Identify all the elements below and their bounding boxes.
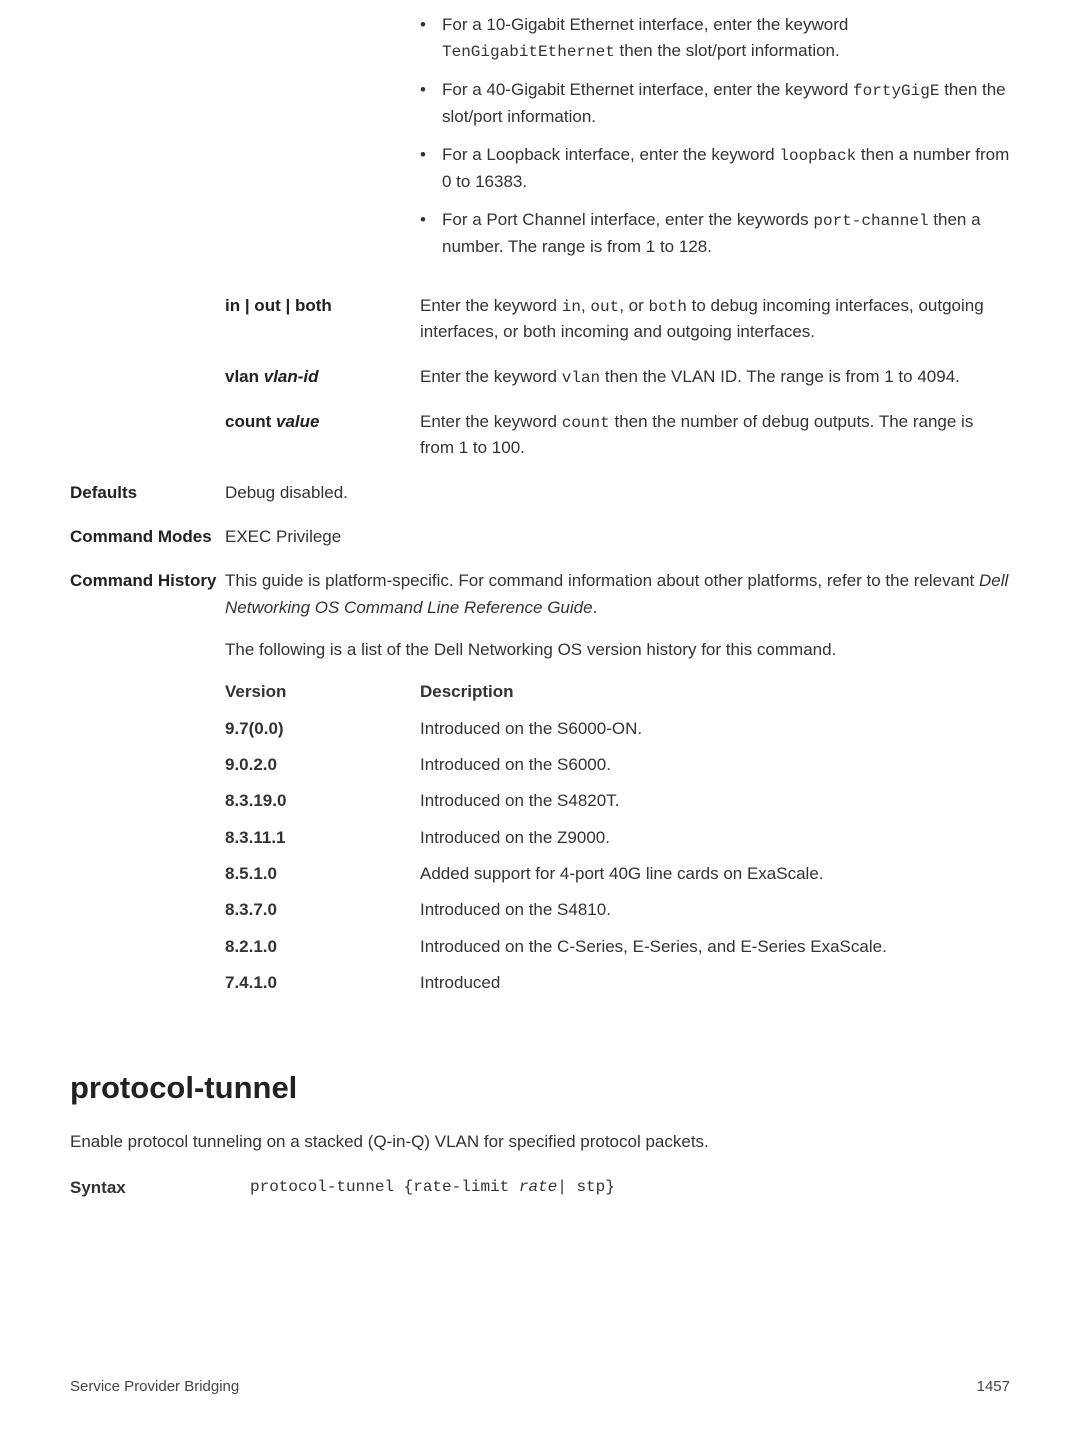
bullet-dot: • — [420, 77, 442, 130]
d: Introduced on the S4810. — [420, 897, 1010, 923]
t: Enter the keyword — [420, 296, 562, 315]
v: 7.4.1.0 — [225, 970, 420, 996]
c: both — [649, 298, 687, 316]
bullet-code: fortyGigE — [853, 82, 939, 100]
bullet-item: • For a 40-Gigabit Ethernet interface, e… — [420, 77, 1010, 130]
t: Enter the keyword — [420, 412, 562, 431]
history-p2: The following is a list of the Dell Netw… — [225, 637, 1010, 663]
col-version: Version — [225, 679, 420, 705]
section-heading: protocol-tunnel — [70, 1064, 1010, 1112]
version-row: 9.7(0.0)Introduced on the S6000-ON. — [225, 716, 1010, 742]
v: 8.5.1.0 — [225, 861, 420, 887]
bullet-pre: For a Port Channel interface, enter the … — [442, 210, 813, 229]
defaults-value: Debug disabled. — [225, 483, 348, 502]
t-ital: rate — [519, 1178, 557, 1196]
t: This guide is platform-specific. For com… — [225, 571, 979, 590]
version-row: 9.0.2.0Introduced on the S6000. — [225, 752, 1010, 778]
modes-value: EXEC Privilege — [225, 527, 341, 546]
param-desc: Enter the keyword in, out, or both to de… — [420, 293, 1010, 346]
v: 8.2.1.0 — [225, 934, 420, 960]
modes-row: Command Modes EXEC Privilege — [70, 524, 1010, 550]
bullet-dot: • — [420, 12, 442, 65]
version-row: 8.2.1.0Introduced on the C-Series, E-Ser… — [225, 934, 1010, 960]
t: | stp} — [557, 1178, 615, 1196]
bullet-item: • For a Port Channel interface, enter th… — [420, 207, 1010, 260]
d: Introduced on the S6000-ON. — [420, 716, 1010, 742]
t: , or — [619, 296, 648, 315]
param-row-inout: in | out | both Enter the keyword in, ou… — [70, 293, 1010, 346]
v: 8.3.7.0 — [225, 897, 420, 923]
param-label: count value — [225, 409, 420, 462]
syntax-label: Syntax — [70, 1175, 250, 1201]
version-row: 7.4.1.0Introduced — [225, 970, 1010, 996]
c: out — [590, 298, 619, 316]
v: 9.7(0.0) — [225, 716, 420, 742]
t: then the VLAN ID. The range is from 1 to… — [600, 367, 960, 386]
c: vlan — [562, 369, 600, 387]
defaults-row: Defaults Debug disabled. — [70, 480, 1010, 506]
page-content: • For a 10-Gigabit Ethernet interface, e… — [70, 0, 1010, 1201]
param-row-count: count value Enter the keyword count then… — [70, 409, 1010, 462]
bullet-text: For a Loopback interface, enter the keyw… — [442, 142, 1010, 195]
bullet-text: For a 40-Gigabit Ethernet interface, ent… — [442, 77, 1010, 130]
footer-right: 1457 — [977, 1375, 1010, 1398]
bullet-post: then the slot/port information. — [615, 41, 840, 60]
t: , — [581, 296, 590, 315]
param-desc: Enter the keyword vlan then the VLAN ID.… — [420, 364, 1010, 391]
c: in — [562, 298, 581, 316]
version-row: 8.3.11.1Introduced on the Z9000. — [225, 825, 1010, 851]
bullet-text: For a Port Channel interface, enter the … — [442, 207, 1010, 260]
history-body: This guide is platform-specific. For com… — [225, 568, 1010, 1006]
v: 8.3.11.1 — [225, 825, 420, 851]
version-row: 8.3.19.0Introduced on the S4820T. — [225, 788, 1010, 814]
d: Introduced on the S4820T. — [420, 788, 1010, 814]
t: Enter the keyword — [420, 367, 562, 386]
bullet-block-row: • For a 10-Gigabit Ethernet interface, e… — [70, 12, 1010, 275]
version-row: 8.5.1.0Added support for 4-port 40G line… — [225, 861, 1010, 887]
interface-bullets: • For a 10-Gigabit Ethernet interface, e… — [420, 12, 1010, 261]
c: count — [562, 414, 610, 432]
bullet-code: port-channel — [813, 212, 928, 230]
section-intro: Enable protocol tunneling on a stacked (… — [70, 1129, 1010, 1155]
history-label: Command History — [70, 568, 225, 1006]
col-description: Description — [420, 679, 1010, 705]
defaults-label: Defaults — [70, 480, 225, 506]
d: Added support for 4-port 40G line cards … — [420, 861, 1010, 887]
t: count — [225, 412, 276, 431]
v: 9.0.2.0 — [225, 752, 420, 778]
t: . — [593, 598, 598, 617]
bullet-item: • For a 10-Gigabit Ethernet interface, e… — [420, 12, 1010, 65]
param-label: in | out | both — [225, 293, 420, 346]
bullet-item: • For a Loopback interface, enter the ke… — [420, 142, 1010, 195]
d: Introduced on the Z9000. — [420, 825, 1010, 851]
version-row: 8.3.7.0Introduced on the S4810. — [225, 897, 1010, 923]
page-footer: Service Provider Bridging 1457 — [70, 1375, 1010, 1398]
bullet-code: TenGigabitEthernet — [442, 43, 615, 61]
footer-left: Service Provider Bridging — [70, 1375, 239, 1398]
bullet-dot: • — [420, 207, 442, 260]
bullet-pre: For a 10-Gigabit Ethernet interface, ent… — [442, 15, 848, 34]
history-row: Command History This guide is platform-s… — [70, 568, 1010, 1006]
d: Introduced — [420, 970, 1010, 996]
d: Introduced on the S6000. — [420, 752, 1010, 778]
syntax-row: Syntax protocol-tunnel {rate-limit rate|… — [70, 1175, 1010, 1201]
param-label: vlan vlan-id — [225, 364, 420, 391]
d: Introduced on the C-Series, E-Series, an… — [420, 934, 1010, 960]
bullet-dot: • — [420, 142, 442, 195]
modes-label: Command Modes — [70, 524, 225, 550]
bullet-pre: For a 40-Gigabit Ethernet interface, ent… — [442, 80, 853, 99]
param-desc: Enter the keyword count then the number … — [420, 409, 1010, 462]
t: protocol-tunnel {rate-limit — [250, 1178, 519, 1196]
param-row-vlan: vlan vlan-id Enter the keyword vlan then… — [70, 364, 1010, 391]
t-ital: value — [276, 412, 319, 431]
version-header: Version Description — [225, 679, 1010, 705]
history-p1: This guide is platform-specific. For com… — [225, 568, 1010, 621]
syntax-code: protocol-tunnel {rate-limit rate| stp} — [250, 1175, 1010, 1201]
bullet-text: For a 10-Gigabit Ethernet interface, ent… — [442, 12, 1010, 65]
bullet-pre: For a Loopback interface, enter the keyw… — [442, 145, 779, 164]
t: vlan — [225, 367, 264, 386]
t-ital: vlan-id — [264, 367, 319, 386]
bullet-code: loopback — [779, 147, 856, 165]
v: 8.3.19.0 — [225, 788, 420, 814]
